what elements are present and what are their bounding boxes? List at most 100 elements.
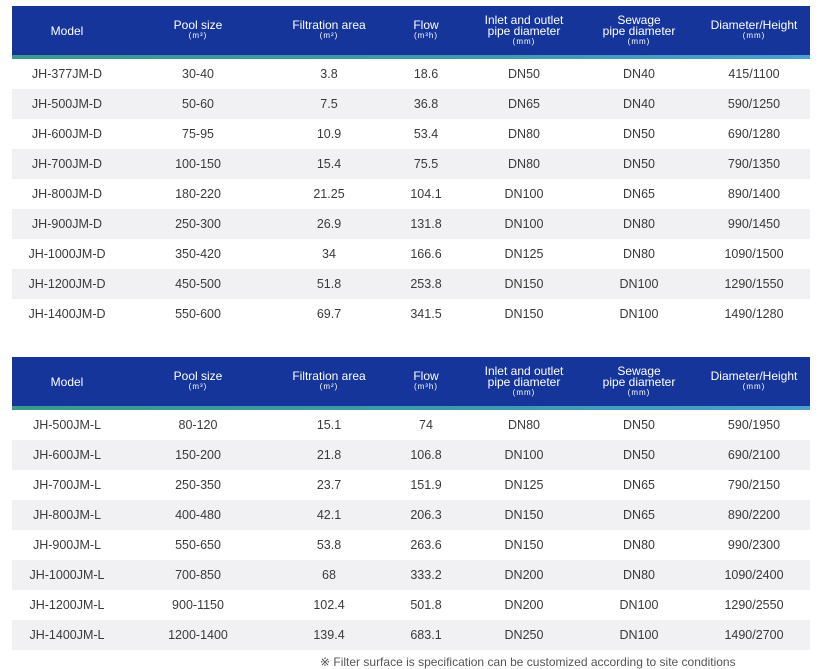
table-row: JH-1000JM-D 350-420 34 166.6 DN125 DN80 1090/1… [12, 239, 810, 269]
cell-sewage-diameter: DN50 [623, 448, 655, 462]
table-row: JH-1000JM-L 700-850 68 333.2 DN200 DN80 1090/2… [12, 560, 810, 590]
cell-model: JH-377JM-D [31, 67, 103, 81]
spec-table-l: Model Pool size (m³) Filtration area (m²… [12, 357, 810, 650]
table-row: JH-800JM-D 180-220 21.25 104.1 DN100 DN65 890/… [12, 179, 810, 209]
header-flow: Flow (m³h) [384, 357, 468, 406]
header-flow-unit: (m³h) [413, 31, 439, 40]
cell-diameter-height: 990/1450 [727, 217, 781, 231]
cell-flow: 104.1 [410, 187, 442, 201]
cell-model: JH-1400JM-L [29, 628, 105, 642]
header-pool-size: Pool size (m³) [122, 357, 274, 406]
cell-flow: 18.6 [413, 67, 439, 81]
cell-filtration-area: 34 [322, 247, 336, 261]
cell-sewage-diameter: DN50 [623, 127, 655, 141]
table-row: JH-500JM-L 80-120 15.1 74 DN80 DN50 590/1950 [12, 410, 810, 440]
cell-inlet-outlet-diameter: DN150 [504, 277, 544, 291]
header-accent-stripe [12, 55, 810, 59]
header-sewage-line1: Sewage [617, 363, 661, 378]
header-inlet-unit: (mm) [512, 387, 536, 397]
cell-flow: 263.6 [410, 538, 442, 552]
cell-model: JH-600JM-D [31, 127, 103, 141]
cell-model: JH-600JM-L [32, 448, 102, 462]
cell-diameter-height: 1490/2700 [724, 628, 784, 642]
cell-sewage-diameter: DN65 [623, 478, 655, 492]
table-row: JH-600JM-D 75-95 10.9 53.4 DN80 DN50 690/1280 [12, 119, 810, 149]
header-sewage-line1: Sewage [617, 12, 661, 27]
cell-inlet-outlet-diameter: DN65 [508, 97, 540, 111]
header-flow: Flow (m³h) [384, 6, 468, 55]
table-row: JH-700JM-D 100-150 15.4 75.5 DN80 DN50 790/135… [12, 149, 810, 179]
header-pool-size-label: Pool size [173, 369, 223, 383]
cell-inlet-outlet-diameter: DN150 [504, 538, 544, 552]
cell-diameter-height: 1490/1280 [724, 307, 784, 321]
cell-flow: 341.5 [410, 307, 442, 321]
header-inlet-line1: Inlet and outlet [484, 12, 564, 27]
cell-model: JH-1000JM-L [29, 568, 105, 582]
cell-sewage-diameter: DN50 [623, 418, 655, 432]
cell-filtration-area: 23.7 [316, 478, 342, 492]
cell-pool-size: 550-600 [175, 307, 221, 321]
header-flow-label: Flow [413, 369, 439, 383]
cell-inlet-outlet-diameter: DN100 [504, 448, 544, 462]
header-diameter-height-unit: (mm) [742, 31, 766, 40]
cell-flow: 501.8 [410, 598, 442, 612]
cell-flow: 333.2 [410, 568, 442, 582]
cell-inlet-outlet-diameter: DN100 [504, 217, 544, 231]
cell-pool-size: 75-95 [182, 127, 214, 141]
header-flow-unit: (m³h) [413, 382, 439, 391]
header-inlet-line2: pipe diameter [487, 23, 561, 38]
cell-model: JH-800JM-D [31, 187, 103, 201]
spec-table-d: Model Pool size (m³) Filtration area (m²… [12, 6, 810, 329]
header-sewage-unit: (mm) [627, 387, 651, 397]
cell-sewage-diameter: DN65 [623, 508, 655, 522]
header-diameter-height: Diameter/Height (mm) [698, 6, 810, 55]
cell-model: JH-500JM-D [31, 97, 103, 111]
cell-pool-size: 150-200 [175, 448, 221, 462]
cell-diameter-height: 590/1250 [727, 97, 781, 111]
header-inlet-line1: Inlet and outlet [484, 363, 564, 378]
cell-flow: 131.8 [410, 217, 442, 231]
header-pool-size-unit: (m³) [188, 31, 208, 40]
header-filtration-area: Filtration area (m²) [274, 357, 384, 406]
cell-flow: 53.4 [413, 127, 439, 141]
cell-pool-size: 250-350 [175, 478, 221, 492]
table-row: JH-1400JM-D 550-600 69.7 341.5 DN150 DN100 149… [12, 299, 810, 329]
cell-pool-size: 350-420 [175, 247, 221, 261]
cell-sewage-diameter: DN100 [619, 628, 659, 642]
cell-filtration-area: 51.8 [316, 277, 342, 291]
cell-sewage-diameter: DN100 [619, 307, 659, 321]
cell-inlet-outlet-diameter: DN250 [504, 628, 544, 642]
cell-inlet-outlet-diameter: DN50 [508, 67, 540, 81]
cell-sewage-diameter: DN80 [623, 217, 655, 231]
cell-sewage-diameter: DN80 [623, 538, 655, 552]
table-row: JH-1200JM-D 450-500 51.8 253.8 DN150 DN100 129… [12, 269, 810, 299]
header-inlet-unit: (mm) [512, 36, 536, 46]
cell-filtration-area: 21.25 [313, 187, 345, 201]
cell-inlet-outlet-diameter: DN200 [504, 568, 544, 582]
table-row: JH-900JM-D 250-300 26.9 131.8 DN100 DN80 990/1… [12, 209, 810, 239]
table-row: JH-800JM-L 400-480 42.1 206.3 DN150 DN65 890/2… [12, 500, 810, 530]
table-body: JH-500JM-L 80-120 15.1 74 DN80 DN50 590/1950 JH… [12, 410, 810, 650]
table-row: JH-700JM-L 250-350 23.7 151.9 DN125 DN65 790/2… [12, 470, 810, 500]
table-row: JH-377JM-D 30-40 3.8 18.6 DN50 DN40 415/1100 [12, 59, 810, 89]
cell-sewage-diameter: DN40 [623, 97, 655, 111]
cell-inlet-outlet-diameter: DN100 [504, 187, 544, 201]
cell-filtration-area: 15.4 [316, 157, 342, 171]
cell-diameter-height: 790/2150 [727, 478, 781, 492]
cell-diameter-height: 1090/2400 [724, 568, 784, 582]
cell-diameter-height: 590/1950 [727, 418, 781, 432]
header-model-label: Model [50, 23, 84, 38]
cell-flow: 166.6 [410, 247, 442, 261]
cell-filtration-area: 42.1 [316, 508, 342, 522]
cell-diameter-height: 690/1280 [727, 127, 781, 141]
header-model: Model [12, 6, 122, 55]
cell-diameter-height: 890/2200 [727, 508, 781, 522]
cell-pool-size: 400-480 [175, 508, 221, 522]
cell-inlet-outlet-diameter: DN150 [504, 508, 544, 522]
header-pool-size: Pool size (m³) [122, 6, 274, 55]
header-inlet-outlet: Inlet and outlet pipe diameter (mm) [468, 6, 580, 55]
cell-flow: 206.3 [410, 508, 442, 522]
cell-filtration-area: 21.8 [316, 448, 342, 462]
cell-sewage-diameter: DN100 [619, 277, 659, 291]
cell-flow: 253.8 [410, 277, 442, 291]
